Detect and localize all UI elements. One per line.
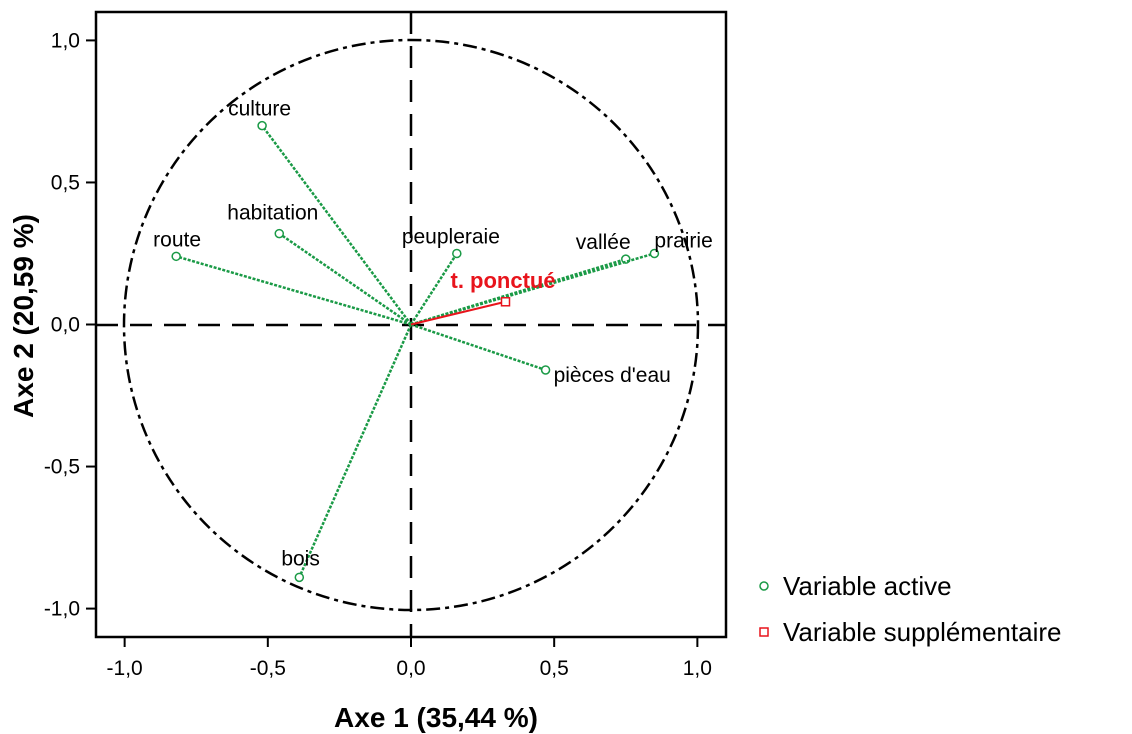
x-axis-ticks: -1,0 -0,5 0,0 0,5 1,0 bbox=[107, 637, 712, 680]
active-point-marker bbox=[274, 228, 285, 239]
vector-line bbox=[298, 323, 413, 578]
y-tick-label: 1,0 bbox=[51, 29, 80, 52]
active-point-marker bbox=[257, 120, 267, 131]
variable-label: vallée bbox=[576, 231, 631, 254]
vector-line bbox=[410, 300, 506, 326]
variable-label: t. ponctué bbox=[451, 268, 556, 293]
supplementary-point-marker bbox=[500, 297, 511, 307]
variable-label: peupleraie bbox=[402, 225, 500, 248]
y-axis-title: Axe 2 (20,59 %) bbox=[8, 214, 39, 418]
x-tick-label: 0,0 bbox=[396, 657, 425, 680]
vector-line bbox=[175, 255, 412, 326]
variable-label: prairie bbox=[654, 229, 712, 252]
active-point-marker bbox=[452, 248, 462, 259]
x-tick-label: 1,0 bbox=[683, 657, 712, 680]
legend-label-active: Variable active bbox=[783, 571, 952, 601]
variable-label: route bbox=[153, 228, 201, 251]
x-axis-title: Axe 1 (35,44 %) bbox=[334, 702, 538, 733]
y-tick-label: 0,0 bbox=[51, 314, 80, 337]
active-point-marker bbox=[171, 251, 181, 262]
x-tick-label: -1,0 bbox=[107, 657, 143, 680]
vector-line bbox=[410, 323, 546, 372]
y-tick-label: -0,5 bbox=[44, 456, 80, 479]
variable-label: bois bbox=[281, 547, 320, 570]
vector-line bbox=[278, 232, 412, 326]
legend-marker-supplementary bbox=[759, 627, 769, 637]
variable-label: culture bbox=[228, 98, 291, 121]
active-point-marker bbox=[294, 572, 305, 583]
x-tick-label: -0,5 bbox=[250, 657, 286, 680]
legend: Variable active Variable supplémentaire bbox=[759, 571, 1061, 647]
variable-label: habitation bbox=[227, 202, 318, 225]
vector-line bbox=[261, 124, 413, 326]
y-tick-label: 0,5 bbox=[51, 171, 80, 194]
vector-line bbox=[409, 252, 458, 326]
variable-labels: culture habitation route peupleraie vallée pr… bbox=[153, 98, 713, 571]
active-point-marker bbox=[649, 248, 660, 259]
variable-label: pièces d'eau bbox=[554, 364, 671, 387]
x-tick-label: 0,5 bbox=[540, 657, 569, 680]
legend-marker-active bbox=[759, 581, 769, 591]
variable-vectors bbox=[171, 120, 660, 583]
y-axis-ticks: 1,0 0,5 0,0 -0,5 -1,0 bbox=[44, 29, 96, 621]
y-tick-label: -1,0 bbox=[44, 598, 80, 621]
legend-label-supplementary: Variable supplémentaire bbox=[783, 617, 1061, 647]
vector-line bbox=[410, 252, 655, 326]
active-point-marker bbox=[540, 365, 551, 375]
